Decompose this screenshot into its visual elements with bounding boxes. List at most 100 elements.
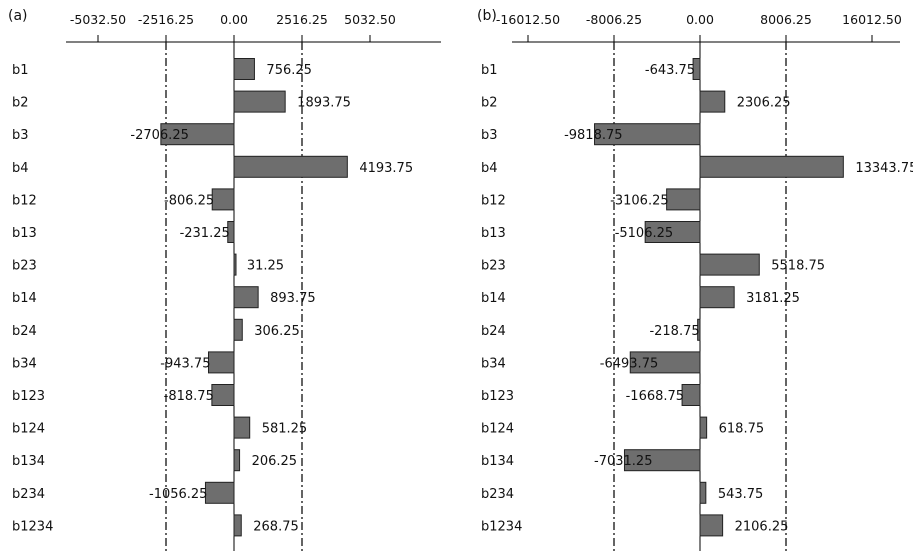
bar bbox=[233, 286, 259, 309]
bar bbox=[160, 123, 235, 146]
value-label: -6493.75 bbox=[600, 356, 658, 371]
x-tick-label: 2516.25 bbox=[276, 12, 328, 27]
bar bbox=[699, 286, 735, 309]
bar bbox=[211, 188, 235, 211]
category-label: b2 bbox=[12, 96, 29, 111]
value-label: 5518.75 bbox=[771, 259, 825, 274]
category-label: b1 bbox=[12, 63, 29, 78]
category-label: b23 bbox=[12, 259, 37, 274]
category-label: b24 bbox=[481, 324, 506, 339]
value-label: -7031.25 bbox=[594, 454, 652, 469]
value-label: 3181.25 bbox=[746, 291, 800, 306]
value-label: 2306.25 bbox=[737, 96, 791, 111]
category-label: b123 bbox=[12, 389, 45, 404]
bar bbox=[207, 351, 235, 374]
x-tick-label: 0.00 bbox=[686, 12, 714, 27]
value-label: 13343.75 bbox=[855, 161, 913, 176]
bar bbox=[233, 514, 242, 537]
value-label: -643.75 bbox=[645, 63, 695, 78]
value-label: -218.75 bbox=[649, 324, 699, 339]
category-label: b1234 bbox=[481, 519, 522, 534]
value-label: -806.25 bbox=[164, 193, 214, 208]
bar bbox=[204, 481, 235, 504]
x-tick-label: -16012.50 bbox=[496, 12, 560, 27]
category-label: b14 bbox=[481, 291, 506, 306]
bar bbox=[666, 188, 701, 211]
value-label: 31.25 bbox=[247, 259, 284, 274]
bar bbox=[233, 58, 255, 80]
bar bbox=[629, 351, 701, 374]
value-label: -943.75 bbox=[160, 356, 210, 371]
bar bbox=[681, 384, 701, 406]
value-label: -5106.25 bbox=[615, 226, 673, 241]
category-label: b23 bbox=[481, 259, 506, 274]
category-label: b1234 bbox=[12, 519, 53, 534]
bar bbox=[233, 318, 243, 341]
category-label: b124 bbox=[12, 422, 45, 437]
value-label: 543.75 bbox=[718, 487, 764, 502]
category-label: b3 bbox=[481, 128, 498, 143]
category-label: b34 bbox=[481, 356, 506, 371]
value-label: 268.75 bbox=[253, 519, 299, 534]
x-tick-label: 8006.25 bbox=[760, 12, 812, 27]
category-label: b34 bbox=[12, 356, 37, 371]
x-tick-label: -8006.25 bbox=[586, 12, 642, 27]
bar bbox=[233, 253, 237, 276]
category-label: b124 bbox=[481, 422, 514, 437]
x-tick-label: 16012.50 bbox=[842, 12, 902, 27]
panel-b: (b) -16012.50 -8006.25 0.00 8006.25 16012.50 b… bbox=[477, 8, 913, 551]
bar bbox=[692, 58, 701, 80]
value-label: -2706.25 bbox=[130, 128, 188, 143]
category-label: b13 bbox=[481, 226, 506, 241]
value-label: 206.25 bbox=[252, 454, 298, 469]
bar bbox=[233, 449, 241, 472]
bar bbox=[699, 416, 708, 439]
bar bbox=[697, 318, 701, 341]
bar bbox=[233, 90, 286, 113]
x-tick-label: -5032.50 bbox=[70, 12, 126, 27]
bar bbox=[699, 90, 726, 113]
panel-label: (a) bbox=[8, 8, 28, 24]
bar bbox=[623, 449, 701, 472]
category-label: b4 bbox=[481, 161, 498, 176]
value-label: -9818.75 bbox=[564, 128, 622, 143]
bar bbox=[211, 384, 235, 406]
category-label: b234 bbox=[12, 487, 45, 502]
category-label: b1 bbox=[481, 63, 498, 78]
value-label: 618.75 bbox=[719, 422, 765, 437]
bar bbox=[594, 123, 701, 146]
value-label: 1893.75 bbox=[297, 96, 351, 111]
x-tick-label: 0.00 bbox=[220, 12, 248, 27]
bar bbox=[227, 221, 235, 243]
category-label: b24 bbox=[12, 324, 37, 339]
x-tick-label: 5032.50 bbox=[344, 12, 396, 27]
category-label: b14 bbox=[12, 291, 37, 306]
value-label: -818.75 bbox=[164, 389, 214, 404]
value-label: 893.75 bbox=[270, 291, 316, 306]
category-label: b134 bbox=[12, 454, 45, 469]
bar bbox=[233, 155, 348, 178]
category-label: b3 bbox=[12, 128, 29, 143]
value-label: 581.25 bbox=[262, 422, 308, 437]
panel-label: (b) bbox=[477, 8, 497, 24]
category-label: b12 bbox=[481, 193, 506, 208]
bar bbox=[644, 221, 701, 243]
panel-a: (a) -5032.50 -2516.25 0.00 2516.25 5032.50 b1 7… bbox=[8, 8, 441, 551]
category-label: b12 bbox=[12, 193, 37, 208]
bar bbox=[699, 514, 724, 537]
value-label: 4193.75 bbox=[359, 161, 413, 176]
value-label: -231.25 bbox=[180, 226, 230, 241]
bar bbox=[699, 155, 844, 178]
value-label: 756.25 bbox=[266, 63, 312, 78]
category-label: b4 bbox=[12, 161, 29, 176]
bar bbox=[699, 481, 707, 504]
category-label: b2 bbox=[481, 96, 498, 111]
category-label: b123 bbox=[481, 389, 514, 404]
value-label: -1668.75 bbox=[626, 389, 684, 404]
bar bbox=[233, 416, 251, 439]
category-label: b134 bbox=[481, 454, 514, 469]
value-label: -1056.25 bbox=[149, 487, 207, 502]
value-label: 2106.25 bbox=[735, 519, 789, 534]
value-label: 306.25 bbox=[254, 324, 299, 339]
